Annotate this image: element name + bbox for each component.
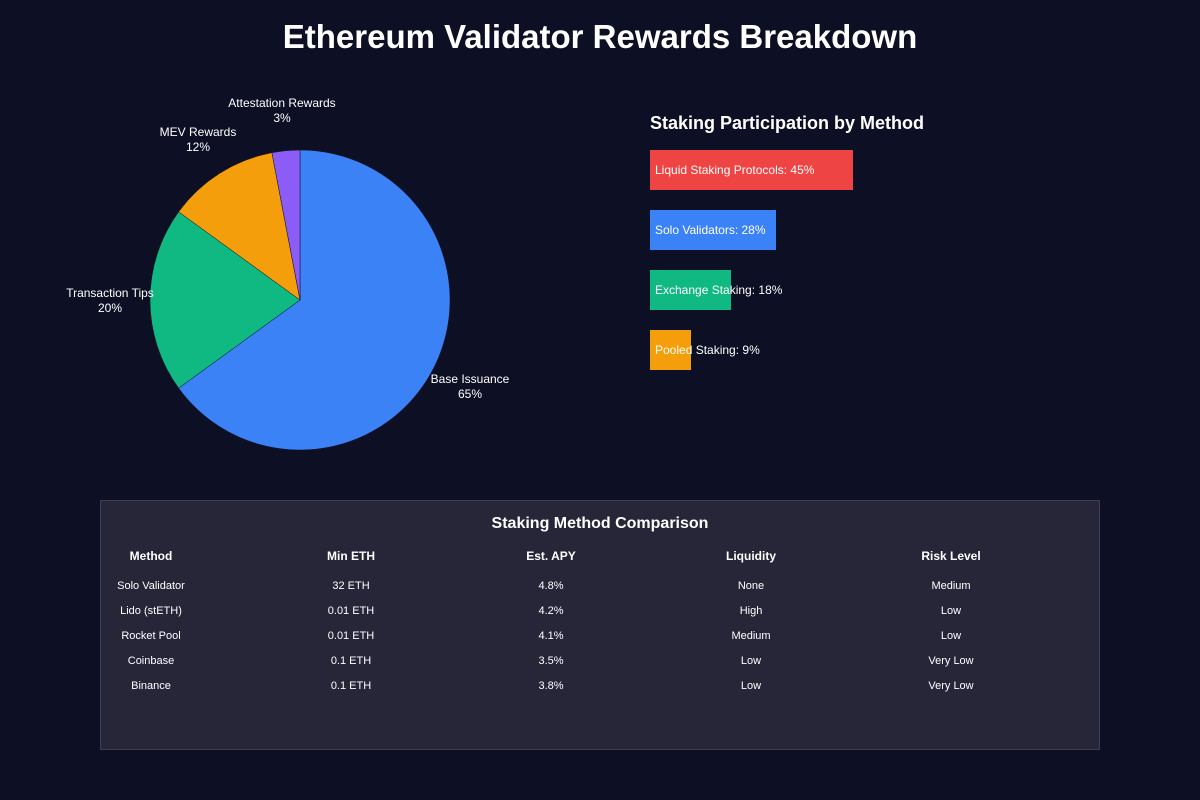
table-cell: 3.8%	[538, 680, 564, 692]
pie-label: Base Issuance	[431, 372, 510, 386]
pie-label: Attestation Rewards	[228, 96, 335, 110]
table-cell: 0.01 ETH	[327, 605, 375, 617]
table-cell: 0.1 ETH	[330, 680, 372, 692]
table-cell: Solo Validator	[117, 580, 185, 592]
bar-2	[650, 210, 776, 250]
bar-label: Solo Validators: 28%	[655, 223, 766, 237]
pie-slice-transaction-tips	[149, 211, 301, 389]
column-header: Method	[129, 549, 173, 563]
table-cell: 3.5%	[538, 655, 564, 667]
column-header: Min ETH	[327, 549, 375, 563]
pie-label: MEV Rewards	[160, 125, 237, 139]
table-title: Staking Method Comparison	[491, 515, 709, 532]
page-title: Ethereum Validator Rewards Breakdown	[282, 18, 918, 55]
bar-label: Exchange Staking: 18%	[655, 283, 783, 297]
pie-value-label: 12%	[186, 140, 210, 154]
table-cell: High	[739, 605, 763, 617]
table-cell: None	[737, 580, 765, 592]
table-cell: 4.2%	[538, 605, 564, 617]
table-cell: Medium	[931, 580, 971, 592]
bar-3	[650, 270, 731, 310]
table-cell: Rocket Pool	[121, 630, 181, 642]
bar-chart-title: Staking Participation by Method	[650, 113, 925, 133]
pie-slice-base-issuance	[178, 149, 451, 451]
comparison-table-panel: Staking Method Comparison Method Min ETH E…	[100, 500, 1100, 750]
table-cell: Very Low	[928, 680, 974, 692]
pie-slice-attestation-rewards	[271, 149, 301, 301]
table-cell: Binance	[131, 680, 171, 692]
table-cell: Low	[940, 630, 962, 642]
table-cell: Low	[740, 680, 762, 692]
table-cell: 32 ETH	[332, 580, 370, 592]
table-cell: Low	[740, 655, 762, 667]
table-cell: 0.1 ETH	[330, 655, 372, 667]
table-cell: Medium	[731, 630, 771, 642]
pie-label: Transaction Tips	[66, 286, 154, 300]
pie-slice-mev-rewards	[178, 152, 301, 301]
table-cell: 4.1%	[538, 630, 564, 642]
table-cell: 4.8%	[538, 580, 564, 592]
table-cell: Lido (stETH)	[120, 605, 182, 617]
table-cell: 0.01 ETH	[327, 630, 375, 642]
pie-value-label: 20%	[98, 301, 122, 315]
table-cell: Coinbase	[127, 655, 175, 667]
bar-1	[650, 150, 853, 190]
pie-value-label: 65%	[458, 387, 482, 401]
column-header: Risk Level	[921, 549, 981, 563]
pie-value-label: 3%	[273, 111, 291, 125]
bar-label: Pooled Staking: 9%	[655, 343, 760, 357]
table-cell: Very Low	[928, 655, 974, 667]
column-header: Est. APY	[526, 549, 576, 563]
bar-label: Liquid Staking Protocols: 45%	[655, 163, 815, 177]
bar-4	[650, 330, 691, 370]
table-cell: Low	[940, 605, 962, 617]
column-header: Liquidity	[726, 549, 776, 563]
